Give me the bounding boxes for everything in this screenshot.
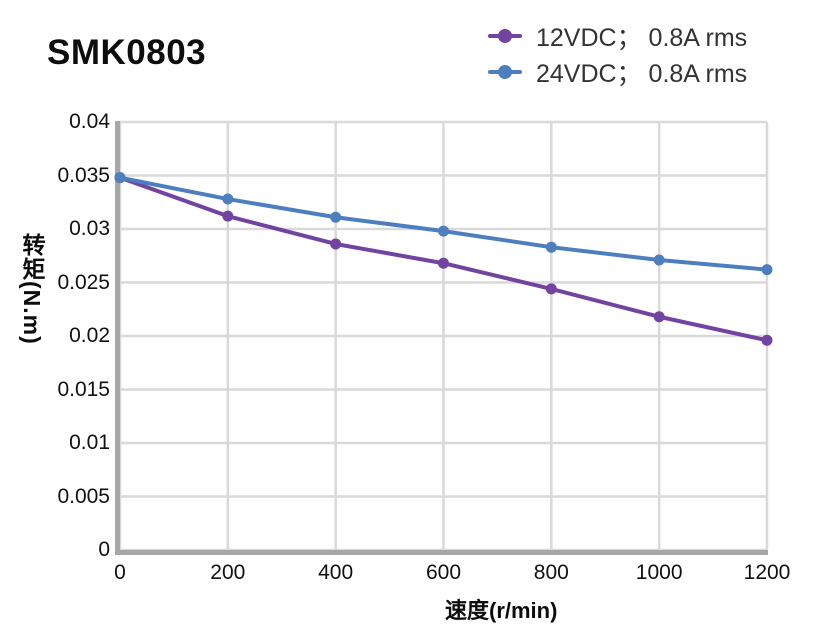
x-tick-label: 200 — [210, 561, 246, 584]
y-tick-label: 0.025 — [57, 270, 110, 294]
x-axis-title: 速度(r/min) — [445, 598, 558, 623]
legend-item-12vdc: 12VDC； 0.8A rms — [488, 20, 747, 52]
data-point — [438, 225, 449, 237]
y-tick-label: 0.04 — [69, 110, 110, 133]
data-point — [653, 254, 665, 266]
y-tick-label: 0.03 — [69, 217, 110, 240]
data-point — [653, 311, 665, 323]
y-tick-label: 0.01 — [69, 431, 110, 454]
data-point — [438, 257, 449, 269]
y-tick-label: 0 — [98, 538, 110, 561]
data-point — [545, 241, 557, 253]
y-tick-label: 0.005 — [57, 484, 110, 508]
legend-line-marker-icon — [488, 29, 522, 43]
legend-item-24vdc: 24VDC； 0.8A rms — [488, 56, 747, 88]
legend-label-24vdc: 24VDC； 0.8A rms — [536, 60, 748, 88]
x-tick-label: 1200 — [743, 561, 791, 584]
y-tick-label: 0.02 — [69, 324, 110, 347]
legend-dot-icon — [498, 29, 512, 43]
y-tick-label: 0.015 — [57, 377, 110, 401]
data-point — [222, 193, 234, 205]
legend: 12VDC； 0.8A rms 24VDC； 0.8A rms — [488, 20, 747, 88]
data-point — [114, 172, 126, 184]
data-point — [222, 210, 234, 222]
legend-line-marker-icon — [488, 65, 522, 79]
data-point — [761, 264, 773, 276]
x-tick-label: 600 — [425, 561, 462, 584]
y-tick-label: 0.035 — [57, 163, 110, 187]
legend-label-12vdc: 12VDC； 0.8A rms — [536, 24, 748, 52]
data-point — [545, 283, 557, 295]
x-tick-label: 400 — [318, 561, 354, 584]
x-tick-label: 800 — [533, 561, 569, 584]
x-tick-label: 1000 — [635, 561, 683, 584]
legend-dot-icon — [498, 65, 512, 79]
x-tick-label: 0 — [114, 561, 126, 584]
y-axis-title: 转矩(N.m) — [19, 233, 45, 345]
chart-title: SMK0803 — [47, 33, 207, 72]
data-point — [330, 238, 342, 250]
data-point — [330, 211, 342, 223]
data-point — [761, 334, 773, 346]
